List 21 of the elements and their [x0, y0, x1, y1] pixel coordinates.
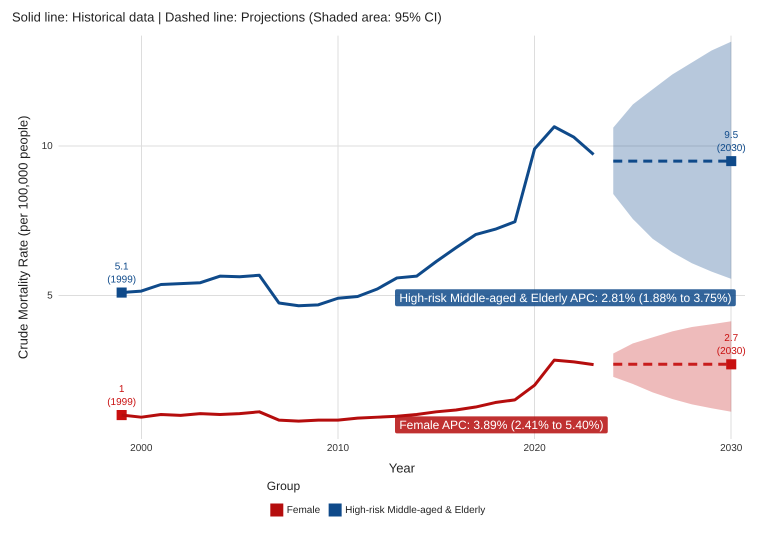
annotation: Female APC: 3.89% (2.41% to 5.40%) [399, 418, 604, 432]
data-label: 5.1 (1999) [107, 261, 136, 286]
y-axis-title: Crude Mortality Rate (per 100,000 people) [15, 116, 30, 360]
x-tick-label: 2030 [720, 442, 743, 454]
data-label: 1 (1999) [107, 384, 136, 408]
legend-label: High-risk Middle-aged & Elderly [345, 504, 486, 516]
x-tick-label: 2010 [326, 442, 350, 454]
legend-title: Group [266, 478, 300, 493]
point [116, 288, 127, 298]
x-tick-label: 2000 [130, 442, 153, 454]
y-tick-label: 10 [42, 140, 54, 152]
data-label: 2.7 (2030) [716, 333, 746, 358]
legend-label: Female [286, 504, 321, 516]
data-label: 9.5 (2030) [716, 130, 746, 154]
x-axis-title: Year [388, 460, 416, 476]
y-tick-label: 5 [47, 290, 54, 302]
x-tick-label: 2020 [523, 442, 546, 454]
point [726, 156, 736, 166]
chart-title: Solid line: Historical data | Dashed line: Projections (Shaded area: 95% CI) [12, 9, 442, 24]
annotation: High-risk Middle-aged & Elderly APC: 2.81% (1.88% to 3.75%) [399, 291, 732, 306]
point [726, 359, 736, 370]
